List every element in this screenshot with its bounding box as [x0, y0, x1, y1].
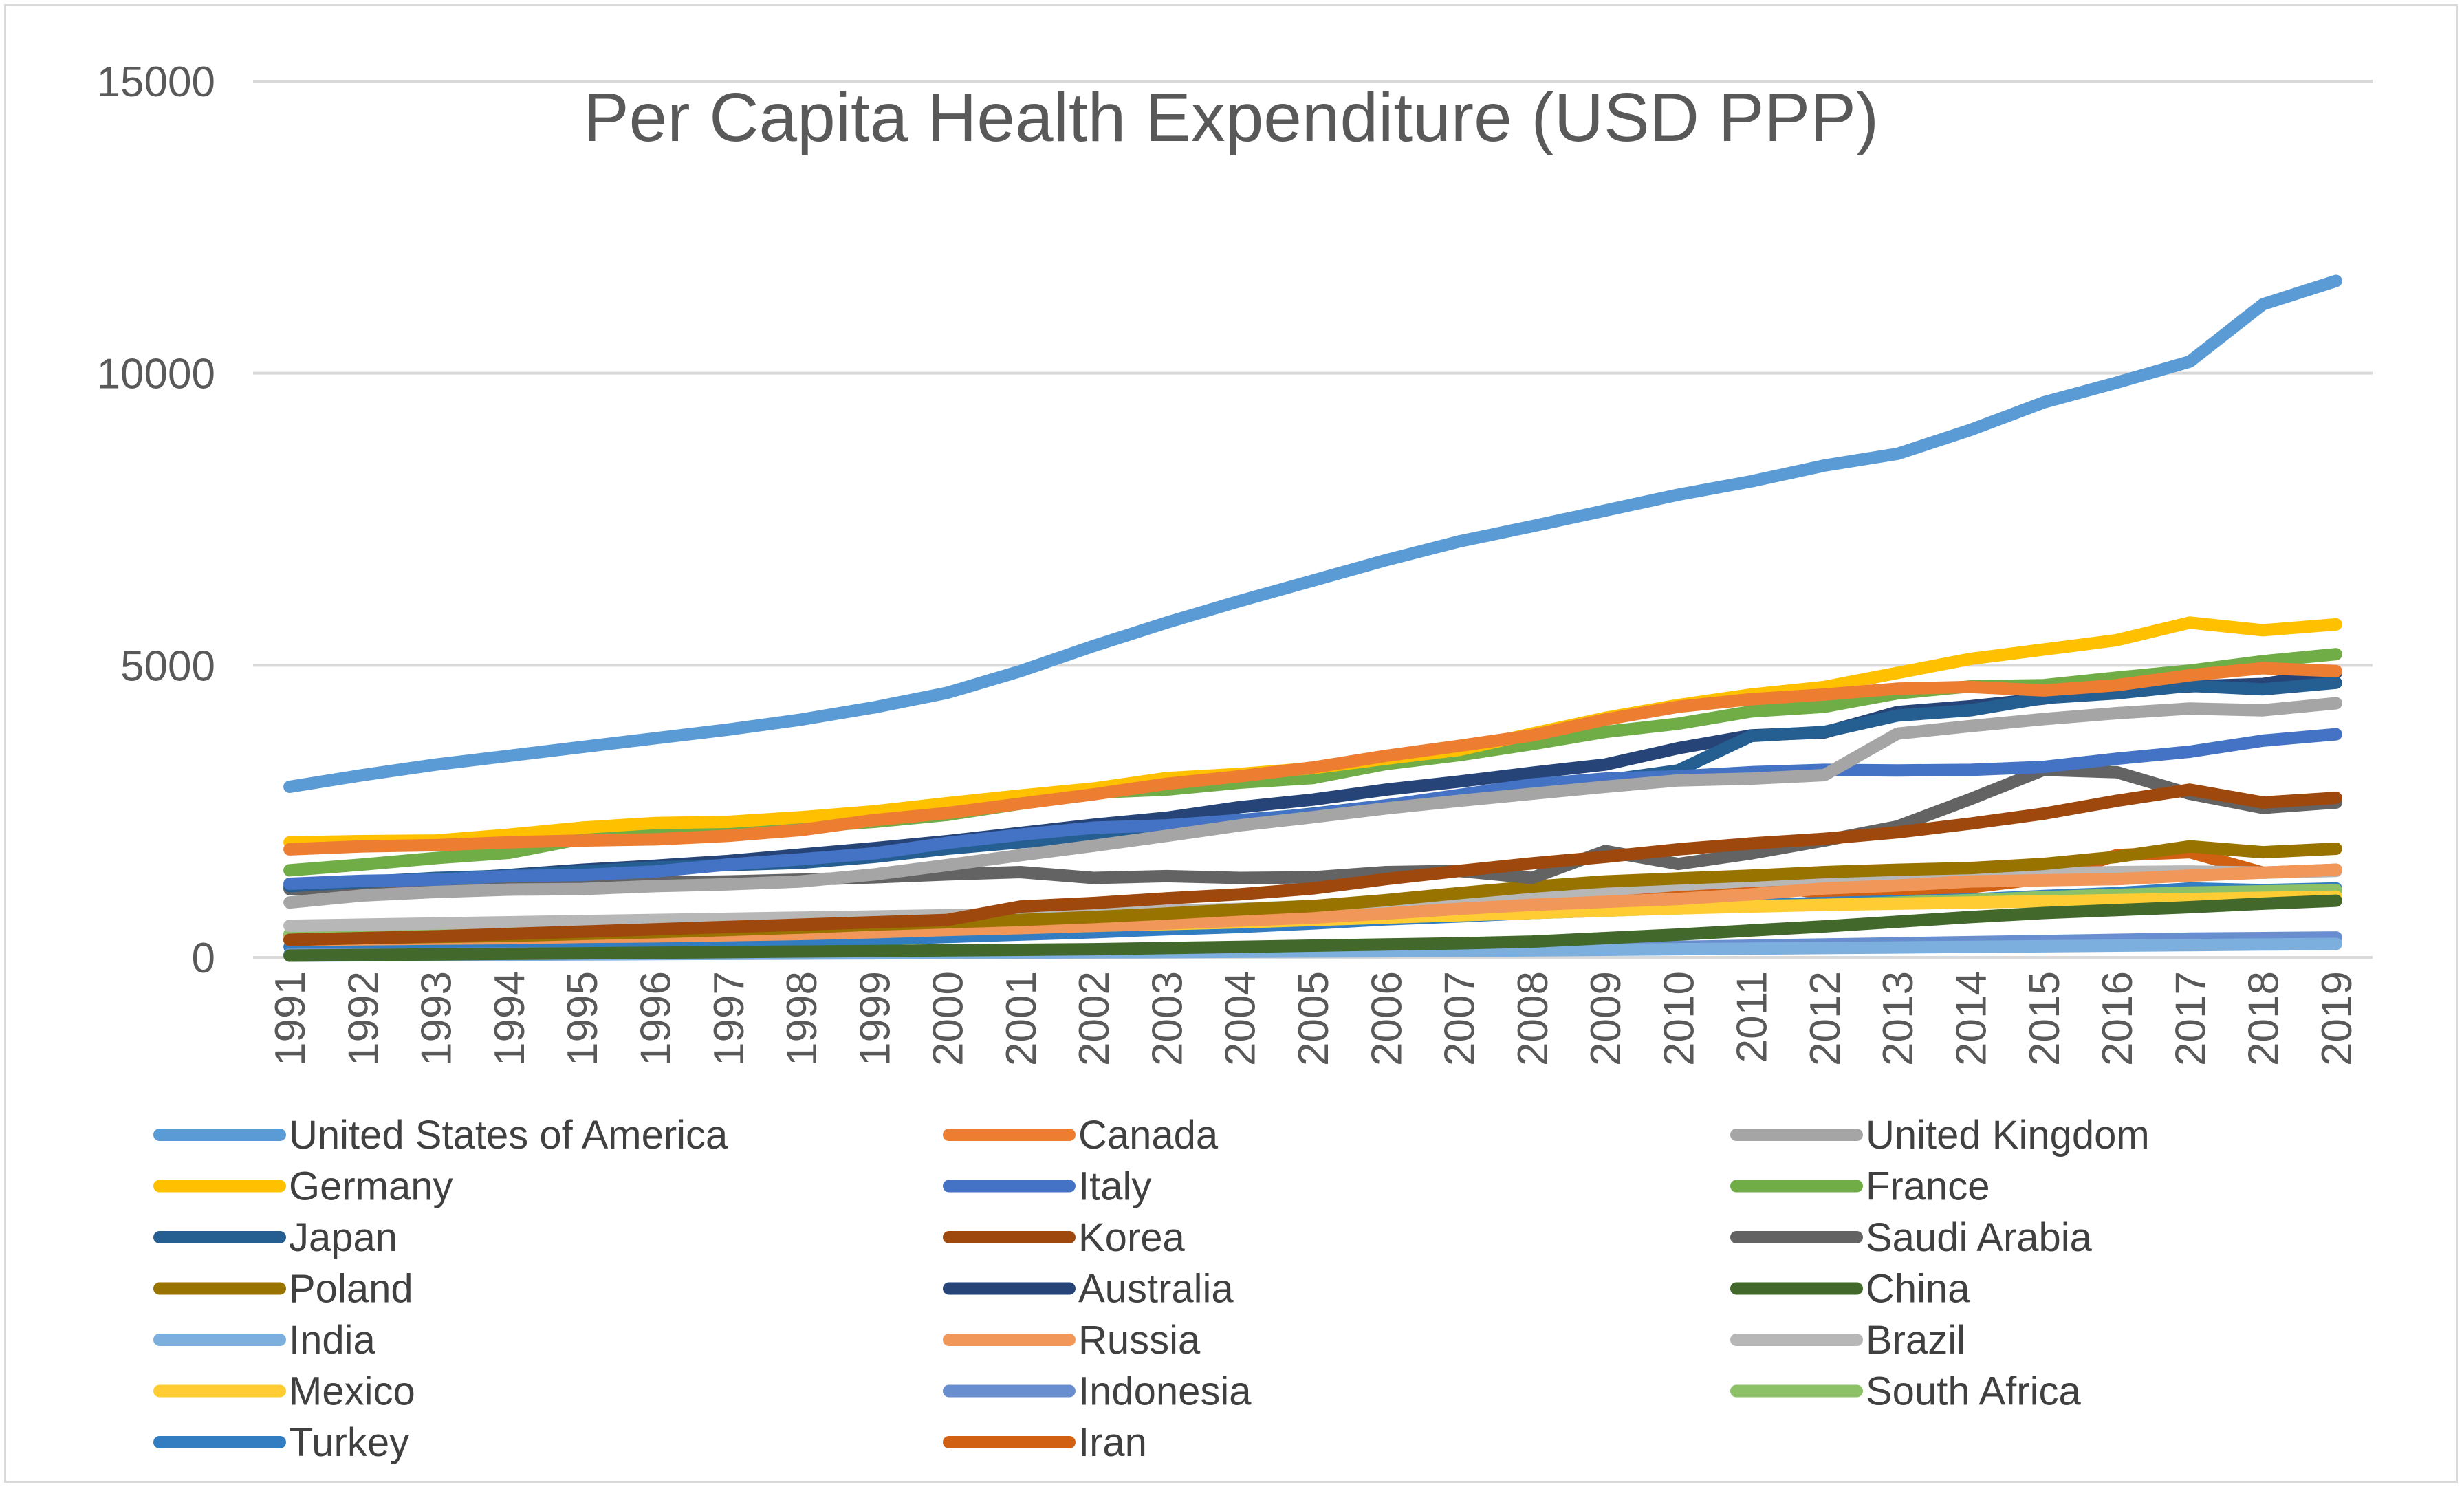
x-axis-ticks: 1991 1992 1993 1994 1995 1996 1997 1998 1999 2000…	[267, 971, 2361, 1066]
series-line-united-kingdom	[283, 697, 2342, 909]
legend-label-saudi-arabia: Saudi Arabia	[1866, 1215, 2093, 1260]
legend-label-poland: Poland	[289, 1267, 413, 1312]
legend-label-south-africa: South Africa	[1866, 1369, 2081, 1414]
legend-label-italy: Italy	[1078, 1164, 1151, 1209]
x-tick-label: 2006	[1363, 971, 1410, 1066]
y-tick-label: 5000	[120, 642, 215, 690]
legend-label-united-states-of-america: United States of America	[289, 1113, 728, 1157]
series-line-china	[283, 894, 2342, 962]
legend-label-russia: Russia	[1078, 1318, 1201, 1362]
x-tick-label: 1998	[778, 971, 826, 1066]
x-tick-label: 2002	[1071, 971, 1118, 1066]
x-tick-label: 1991	[267, 971, 314, 1066]
series-line-korea	[283, 783, 2342, 946]
series-line-japan	[283, 676, 2342, 893]
x-tick-label: 2000	[925, 971, 972, 1066]
y-tick-label: 10000	[97, 351, 215, 398]
x-tick-label: 2012	[1802, 971, 1849, 1066]
x-tick-label: 2011	[1729, 971, 1776, 1063]
y-axis-ticks: 0 5000 10000 15000	[97, 58, 215, 982]
legend-label-japan: Japan	[289, 1215, 397, 1260]
x-tick-label: 2005	[1290, 971, 1338, 1066]
x-tick-label: 2015	[2021, 971, 2069, 1066]
x-tick-label: 1994	[486, 971, 534, 1066]
series-lines	[283, 274, 2342, 962]
x-tick-label: 2009	[1582, 971, 1630, 1066]
x-tick-label: 1996	[633, 971, 680, 1066]
legend-label-canada: Canada	[1078, 1113, 1219, 1157]
legend-label-france: France	[1866, 1164, 1990, 1209]
x-tick-label: 2004	[1217, 971, 1265, 1066]
x-tick-label: 1993	[413, 971, 461, 1066]
series-line-united-states-of-america	[283, 274, 2342, 793]
x-tick-label: 2016	[2094, 971, 2141, 1066]
x-tick-label: 2017	[2167, 971, 2214, 1066]
legend-label-indonesia: Indonesia	[1078, 1369, 1252, 1414]
legend-label-korea: Korea	[1078, 1215, 1186, 1260]
legend-label-united-kingdom: United Kingdom	[1866, 1113, 2150, 1157]
legend-label-turkey: Turkey	[289, 1420, 409, 1465]
legend-label-australia: Australia	[1078, 1267, 1234, 1312]
legend-label-india: India	[289, 1318, 376, 1362]
x-tick-label: 1999	[851, 971, 899, 1066]
x-tick-label: 1997	[706, 971, 753, 1066]
legend-label-china: China	[1866, 1267, 1970, 1312]
x-tick-label: 2010	[1655, 971, 1703, 1066]
x-tick-label: 2003	[1144, 971, 1191, 1066]
y-tick-label: 15000	[97, 58, 215, 106]
x-tick-label: 2013	[1875, 971, 1922, 1066]
x-tick-label: 2014	[1948, 971, 1995, 1066]
legend-label-iran: Iran	[1078, 1420, 1147, 1465]
y-tick-label: 0	[192, 935, 215, 982]
chart-frame	[4, 4, 2458, 1483]
legend-label-germany: Germany	[289, 1164, 453, 1209]
legend-label-brazil: Brazil	[1866, 1318, 1965, 1362]
chart-title: Per Capita Health Expenditure (USD PPP)	[583, 79, 1879, 156]
legend: United States of America Canada United Kin…	[153, 1113, 2150, 1465]
x-tick-label: 1995	[559, 971, 607, 1066]
x-tick-label: 2018	[2241, 971, 2288, 1066]
x-tick-label: 2001	[998, 971, 1045, 1066]
legend-label-mexico: Mexico	[289, 1369, 415, 1414]
x-tick-label: 1992	[340, 971, 387, 1066]
series-line-canada	[283, 662, 2342, 856]
x-tick-label: 2007	[1437, 971, 1484, 1066]
x-tick-label: 2019	[2313, 971, 2361, 1066]
x-tick-label: 2008	[1509, 971, 1557, 1066]
